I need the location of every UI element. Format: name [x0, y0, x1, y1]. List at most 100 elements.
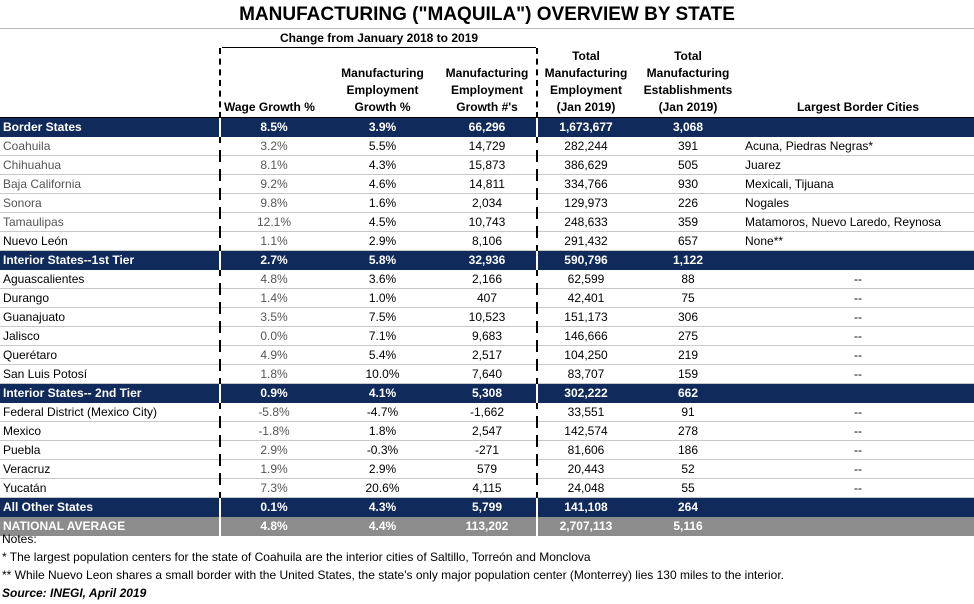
cell-state: NATIONAL AVERAGE — [0, 516, 221, 536]
cell-wage-growth: 1.1% — [220, 231, 327, 251]
table-row: San Luis Potosí 1.8% 10.0% 7,640 83,707 159 -- — [0, 364, 974, 384]
cell-border-cities: -- — [742, 345, 974, 365]
cell-border-cities: -- — [742, 307, 974, 327]
cell-total-establishments: 219 — [634, 345, 742, 365]
cell-total-employment: 291,432 — [537, 231, 634, 251]
cell-wage-growth: -5.8% — [220, 402, 327, 422]
cell-wage-growth: 3.5% — [220, 307, 327, 327]
notes-heading: Notes: — [2, 532, 37, 546]
cell-emp-growth-num: 113,202 — [438, 516, 538, 536]
cell-total-employment: 334,766 — [537, 174, 634, 194]
cell-border-cities: -- — [742, 326, 974, 346]
header-border-cities: Largest Border Cities — [742, 48, 974, 118]
cell-border-cities — [742, 383, 974, 403]
cell-emp-growth-pct: 1.0% — [327, 288, 438, 308]
notes-section: Notes: * The largest population centers … — [2, 530, 972, 602]
cell-emp-growth-num: 15,873 — [438, 155, 538, 175]
cell-emp-growth-num: 7,640 — [438, 364, 538, 384]
cell-border-cities: -- — [742, 402, 974, 422]
cell-state: Guanajuato — [0, 307, 221, 327]
cell-total-establishments: 5,116 — [634, 516, 742, 536]
cell-total-establishments: 186 — [634, 440, 742, 460]
cell-emp-growth-pct: 1.6% — [327, 193, 438, 213]
table-row: Mexico -1.8% 1.8% 2,547 142,574 278 -- — [0, 421, 974, 441]
cell-state: Border States — [0, 117, 221, 137]
cell-state: Nuevo León — [0, 231, 221, 251]
cell-wage-growth: 7.3% — [220, 478, 327, 498]
cell-total-employment: 248,633 — [537, 212, 634, 232]
cell-wage-growth: 0.0% — [220, 326, 327, 346]
cell-emp-growth-num: 5,799 — [438, 497, 538, 517]
header-wage-growth: Wage Growth % — [220, 48, 327, 118]
cell-border-cities: Matamoros, Nuevo Laredo, Reynosa — [742, 212, 974, 232]
cell-emp-growth-num: 9,683 — [438, 326, 538, 346]
cell-emp-growth-num: 4,115 — [438, 478, 538, 498]
cell-border-cities: Juarez — [742, 155, 974, 175]
cell-total-employment: 282,244 — [537, 136, 634, 156]
cell-emp-growth-pct: 5.5% — [327, 136, 438, 156]
cell-state: Interior States-- 2nd Tier — [0, 383, 221, 403]
cell-emp-growth-pct: 2.9% — [327, 231, 438, 251]
cell-emp-growth-num: 10,743 — [438, 212, 538, 232]
table-row: Querétaro 4.9% 5.4% 2,517 104,250 219 -- — [0, 345, 974, 365]
cell-border-cities: -- — [742, 288, 974, 308]
cell-total-establishments: 55 — [634, 478, 742, 498]
note-nuevo-leon: ** While Nuevo Leon shares a small borde… — [2, 568, 785, 582]
table-row: Coahuila 3.2% 5.5% 14,729 282,244 391 Acuna, P… — [0, 136, 974, 156]
cell-total-establishments: 662 — [634, 383, 742, 403]
cell-border-cities: -- — [742, 440, 974, 460]
cell-total-establishments: 505 — [634, 155, 742, 175]
table-row: Durango 1.4% 1.0% 407 42,401 75 -- — [0, 288, 974, 308]
cell-state: Sonora — [0, 193, 221, 213]
header-emp-growth-num: Manufacturing Employment Growth #'s — [438, 48, 538, 118]
group-summary-row: Interior States--1st Tier 2.7% 5.8% 32,936 5… — [0, 250, 974, 270]
cell-total-employment: 142,574 — [537, 421, 634, 441]
cell-state: Chihuahua — [0, 155, 221, 175]
cell-emp-growth-pct: 4.1% — [327, 383, 438, 403]
cell-state: Baja California — [0, 174, 221, 194]
table-row: Chihuahua 8.1% 4.3% 15,873 386,629 505 Juarez — [0, 155, 974, 175]
group-summary-row: Interior States-- 2nd Tier 0.9% 4.1% 5,308 3… — [0, 383, 974, 403]
cell-emp-growth-pct: 10.0% — [327, 364, 438, 384]
cell-border-cities: Nogales — [742, 193, 974, 213]
header-total-establishments: Total Manufacturing Establishments (Jan … — [634, 48, 742, 118]
header-row: Wage Growth % Manufacturing Employment G… — [0, 48, 974, 118]
source-line: Source: INEGI, April 2019 — [2, 586, 147, 600]
cell-emp-growth-pct: 3.6% — [327, 269, 438, 289]
cell-state: Aguascalientes — [0, 269, 221, 289]
cell-emp-growth-pct: 20.6% — [327, 478, 438, 498]
cell-total-employment: 146,666 — [537, 326, 634, 346]
table-row: Tamaulipas 12.1% 4.5% 10,743 248,633 359 Matam… — [0, 212, 974, 232]
cell-emp-growth-num: 14,811 — [438, 174, 538, 194]
cell-wage-growth: 9.2% — [220, 174, 327, 194]
cell-border-cities — [742, 497, 974, 517]
cell-border-cities: -- — [742, 364, 974, 384]
cell-total-establishments: 226 — [634, 193, 742, 213]
cell-border-cities: -- — [742, 421, 974, 441]
cell-state: Mexico — [0, 421, 221, 441]
cell-total-employment: 1,673,677 — [537, 117, 634, 137]
cell-wage-growth: 1.9% — [220, 459, 327, 479]
cell-total-employment: 24,048 — [537, 478, 634, 498]
cell-state: Yucatán — [0, 478, 221, 498]
cell-state: San Luis Potosí — [0, 364, 221, 384]
cell-total-establishments: 3,068 — [634, 117, 742, 137]
cell-wage-growth: 1.4% — [220, 288, 327, 308]
cell-total-employment: 151,173 — [537, 307, 634, 327]
table-row: Sonora 9.8% 1.6% 2,034 129,973 226 Nogales — [0, 193, 974, 213]
group-summary-row: Border States 8.5% 3.9% 66,296 1,673,677 3,06… — [0, 117, 974, 137]
cell-wage-growth: 9.8% — [220, 193, 327, 213]
header-emp-growth-pct: Manufacturing Employment Growth % — [327, 48, 438, 118]
cell-emp-growth-pct: 2.9% — [327, 459, 438, 479]
cell-emp-growth-num: 2,166 — [438, 269, 538, 289]
cell-emp-growth-pct: 5.4% — [327, 345, 438, 365]
cell-emp-growth-num: 66,296 — [438, 117, 538, 137]
cell-total-establishments: 52 — [634, 459, 742, 479]
cell-emp-growth-num: 2,517 — [438, 345, 538, 365]
header-state — [0, 48, 221, 118]
cell-emp-growth-num: 2,547 — [438, 421, 538, 441]
cell-total-establishments: 264 — [634, 497, 742, 517]
cell-state: Jalisco — [0, 326, 221, 346]
cell-total-employment: 33,551 — [537, 402, 634, 422]
